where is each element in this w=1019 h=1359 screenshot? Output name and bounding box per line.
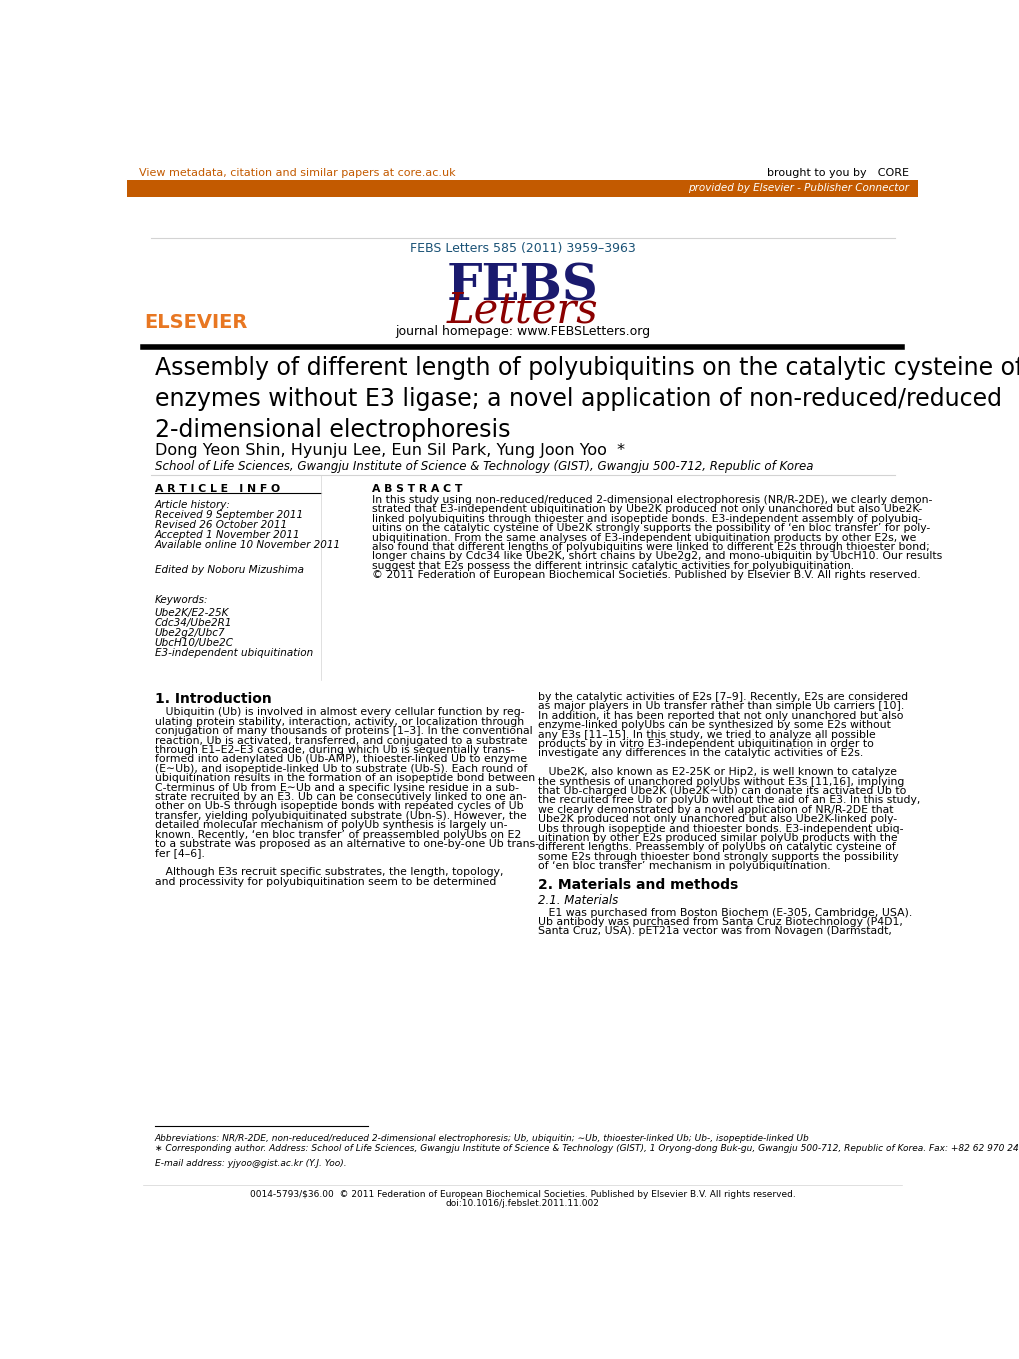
- Text: Available online 10 November 2011: Available online 10 November 2011: [155, 541, 340, 550]
- Text: A B S T R A C T: A B S T R A C T: [371, 484, 462, 495]
- Text: (E∼Ub), and isopeptide-linked Ub to substrate (Ub-S). Each round of: (E∼Ub), and isopeptide-linked Ub to subs…: [155, 764, 527, 773]
- Text: School of Life Sciences, Gwangju Institute of Science & Technology (GIST), Gwang: School of Life Sciences, Gwangju Institu…: [155, 459, 812, 473]
- Text: Ube2K, also known as E2-25K or Hip2, is well known to catalyze: Ube2K, also known as E2-25K or Hip2, is …: [538, 768, 897, 777]
- Text: ubiquitination results in the formation of an isopeptide bond between: ubiquitination results in the formation …: [155, 773, 534, 783]
- Text: enzyme-linked polyUbs can be synthesized by some E2s without: enzyme-linked polyUbs can be synthesized…: [538, 720, 891, 730]
- Text: ubiquitination. From the same analyses of E3-independent ubiquitination products: ubiquitination. From the same analyses o…: [371, 533, 915, 542]
- Text: Received 9 September 2011: Received 9 September 2011: [155, 511, 303, 520]
- Text: linked polyubiquitins through thioester and isopeptide bonds. E3-independent ass: linked polyubiquitins through thioester …: [371, 514, 921, 523]
- Text: any E3s [11–15]. In this study, we tried to analyze all possible: any E3s [11–15]. In this study, we tried…: [538, 730, 875, 739]
- Text: suggest that E2s possess the different intrinsic catalytic activities for polyub: suggest that E2s possess the different i…: [371, 561, 853, 571]
- Text: Edited by Noboru Mizushima: Edited by Noboru Mizushima: [155, 565, 304, 575]
- Text: 2. Materials and methods: 2. Materials and methods: [538, 878, 738, 893]
- Text: journal homepage: www.FEBSLetters.org: journal homepage: www.FEBSLetters.org: [394, 325, 650, 338]
- Text: doi:10.1016/j.febslet.2011.11.002: doi:10.1016/j.febslet.2011.11.002: [445, 1200, 599, 1208]
- Text: Abbreviations: NR/R-2DE, non-reduced/reduced 2-dimensional electrophoresis; Ub, : Abbreviations: NR/R-2DE, non-reduced/red…: [155, 1133, 809, 1143]
- Text: Ube2K/E2-25K: Ube2K/E2-25K: [155, 609, 229, 618]
- Text: Keywords:: Keywords:: [155, 595, 208, 606]
- Text: longer chains by Cdc34 like Ube2K, short chains by Ube2g2, and mono-ubiquitin by: longer chains by Cdc34 like Ube2K, short…: [371, 552, 941, 561]
- Text: investigate any differences in the catalytic activities of E2s.: investigate any differences in the catal…: [538, 749, 863, 758]
- Text: Dong Yeon Shin, Hyunju Lee, Eun Sil Park, Yung Joon Yoo  *: Dong Yeon Shin, Hyunju Lee, Eun Sil Park…: [155, 443, 624, 458]
- Text: Article history:: Article history:: [155, 500, 230, 511]
- Text: as major players in Ub transfer rather than simple Ub carriers [10].: as major players in Ub transfer rather t…: [538, 701, 904, 712]
- Text: some E2s through thioester bond strongly supports the possibility: some E2s through thioester bond strongly…: [538, 852, 898, 862]
- Text: also found that different lengths of polyubiquitins were linked to different E2s: also found that different lengths of pol…: [371, 542, 928, 552]
- Text: by the catalytic activities of E2s [7–9]. Recently, E2s are considered: by the catalytic activities of E2s [7–9]…: [538, 692, 908, 703]
- Bar: [127, 179, 917, 197]
- Text: View metadata, citation and similar papers at core.ac.uk: View metadata, citation and similar pape…: [139, 169, 455, 178]
- Text: Ub antibody was purchased from Santa Cruz Biotechnology (P4D1,: Ub antibody was purchased from Santa Cru…: [538, 917, 902, 927]
- Text: FEBS: FEBS: [446, 262, 598, 311]
- Text: products by in vitro E3-independent ubiquitination in order to: products by in vitro E3-independent ubiq…: [538, 739, 873, 749]
- Text: ELSEVIER: ELSEVIER: [144, 313, 248, 332]
- Text: uitins on the catalytic cysteine of Ube2K strongly supports the possibility of ‘: uitins on the catalytic cysteine of Ube2…: [371, 523, 929, 533]
- Text: uitination by other E2s produced similar polyUb products with the: uitination by other E2s produced similar…: [538, 833, 897, 843]
- Text: C-terminus of Ub from E∼Ub and a specific lysine residue in a sub-: C-terminus of Ub from E∼Ub and a specifi…: [155, 783, 518, 792]
- Text: transfer, yielding polyubiquitinated substrate (Ubn-S). However, the: transfer, yielding polyubiquitinated sub…: [155, 811, 526, 821]
- Text: strated that E3-independent ubiquitination by Ube2K produced not only unanchored: strated that E3-independent ubiquitinati…: [371, 504, 921, 514]
- Text: fer [4–6].: fer [4–6].: [155, 848, 204, 859]
- Text: ulating protein stability, interaction, activity, or localization through: ulating protein stability, interaction, …: [155, 716, 523, 727]
- Text: Ubiquitin (Ub) is involved in almost every cellular function by reg-: Ubiquitin (Ub) is involved in almost eve…: [155, 708, 524, 718]
- Text: 2.1. Materials: 2.1. Materials: [538, 894, 618, 906]
- Text: Ube2K produced not only unanchored but also Ube2K-linked poly-: Ube2K produced not only unanchored but a…: [538, 814, 897, 824]
- Text: Although E3s recruit specific substrates, the length, topology,: Although E3s recruit specific substrates…: [155, 867, 502, 877]
- Text: ∗ Corresponding author. Address: School of Life Sciences, Gwangju Institute of S: ∗ Corresponding author. Address: School …: [155, 1144, 1019, 1152]
- Text: Letters: Letters: [446, 289, 598, 332]
- Text: FEBS Letters 585 (2011) 3959–3963: FEBS Letters 585 (2011) 3959–3963: [410, 242, 635, 255]
- Text: formed into adenylated Ub (Ub-AMP), thioester-linked Ub to enzyme: formed into adenylated Ub (Ub-AMP), thio…: [155, 754, 526, 765]
- Text: A R T I C L E   I N F O: A R T I C L E I N F O: [155, 484, 279, 495]
- Text: Cdc34/Ube2R1: Cdc34/Ube2R1: [155, 618, 232, 628]
- Text: other on Ub-S through isopeptide bonds with repeated cycles of Ub: other on Ub-S through isopeptide bonds w…: [155, 802, 523, 811]
- Text: 0014-5793/$36.00  © 2011 Federation of European Biochemical Societies. Published: 0014-5793/$36.00 © 2011 Federation of Eu…: [250, 1190, 795, 1199]
- Text: the synthesis of unanchored polyUbs without E3s [11,16], implying: the synthesis of unanchored polyUbs with…: [538, 776, 904, 787]
- Text: reaction, Ub is activated, transferred, and conjugated to a substrate: reaction, Ub is activated, transferred, …: [155, 735, 527, 746]
- Text: brought to you by CORE: brought to you by CORE: [766, 169, 908, 178]
- Text: Ubs through isopeptide and thioester bonds. E3-independent ubiq-: Ubs through isopeptide and thioester bon…: [538, 824, 903, 833]
- Text: of ‘en bloc transfer’ mechanism in polyubiquitination.: of ‘en bloc transfer’ mechanism in polyu…: [538, 862, 830, 871]
- Text: Ube2g2/Ubc7: Ube2g2/Ubc7: [155, 628, 225, 639]
- Text: and processivity for polyubiquitination seem to be determined: and processivity for polyubiquitination …: [155, 877, 495, 886]
- Text: provided by Elsevier - Publisher Connector: provided by Elsevier - Publisher Connect…: [687, 183, 908, 193]
- Text: that Ub-charged Ube2K (Ube2K∼Ub) can donate its activated Ub to: that Ub-charged Ube2K (Ube2K∼Ub) can don…: [538, 786, 906, 796]
- Text: the recruited free Ub or polyUb without the aid of an E3. In this study,: the recruited free Ub or polyUb without …: [538, 795, 920, 806]
- Text: we clearly demonstrated by a novel application of NR/R-2DE that: we clearly demonstrated by a novel appli…: [538, 805, 893, 815]
- Text: strate recruited by an E3. Ub can be consecutively linked to one an-: strate recruited by an E3. Ub can be con…: [155, 792, 526, 802]
- Text: different lengths. Preassembly of polyUbs on catalytic cysteine of: different lengths. Preassembly of polyUb…: [538, 843, 895, 852]
- Text: E1 was purchased from Boston Biochem (E-305, Cambridge, USA).: E1 was purchased from Boston Biochem (E-…: [538, 908, 912, 917]
- Text: In addition, it has been reported that not only unanchored but also: In addition, it has been reported that n…: [538, 711, 903, 720]
- Text: E-mail address: yjyoo@gist.ac.kr (Y.J. Yoo).: E-mail address: yjyoo@gist.ac.kr (Y.J. Y…: [155, 1159, 345, 1169]
- Text: Assembly of different length of polyubiquitins on the catalytic cysteine of E2
e: Assembly of different length of polyubiq…: [155, 356, 1019, 442]
- Text: Revised 26 October 2011: Revised 26 October 2011: [155, 520, 286, 530]
- Text: detailed molecular mechanism of polyUb synthesis is largely un-: detailed molecular mechanism of polyUb s…: [155, 821, 506, 830]
- Text: In this study using non-reduced/reduced 2-dimensional electrophoresis (NR/R-2DE): In this study using non-reduced/reduced …: [371, 495, 931, 506]
- Text: E3-independent ubiquitination: E3-independent ubiquitination: [155, 648, 313, 659]
- Text: © 2011 Federation of European Biochemical Societies. Published by Elsevier B.V. : © 2011 Federation of European Biochemica…: [371, 571, 919, 580]
- Text: Santa Cruz, USA). pET21a vector was from Novagen (Darmstadt,: Santa Cruz, USA). pET21a vector was from…: [538, 927, 892, 936]
- Text: 1. Introduction: 1. Introduction: [155, 692, 271, 707]
- Text: through E1–E2–E3 cascade, during which Ub is sequentially trans-: through E1–E2–E3 cascade, during which U…: [155, 745, 514, 756]
- Text: UbcH10/Ube2C: UbcH10/Ube2C: [155, 639, 233, 648]
- Text: to a substrate was proposed as an alternative to one-by-one Ub trans-: to a substrate was proposed as an altern…: [155, 839, 538, 849]
- Text: known. Recently, ‘en bloc transfer’ of preassembled polyUbs on E2: known. Recently, ‘en bloc transfer’ of p…: [155, 829, 521, 840]
- Text: Accepted 1 November 2011: Accepted 1 November 2011: [155, 530, 300, 541]
- Text: conjugation of many thousands of proteins [1–3]. In the conventional: conjugation of many thousands of protein…: [155, 726, 532, 737]
